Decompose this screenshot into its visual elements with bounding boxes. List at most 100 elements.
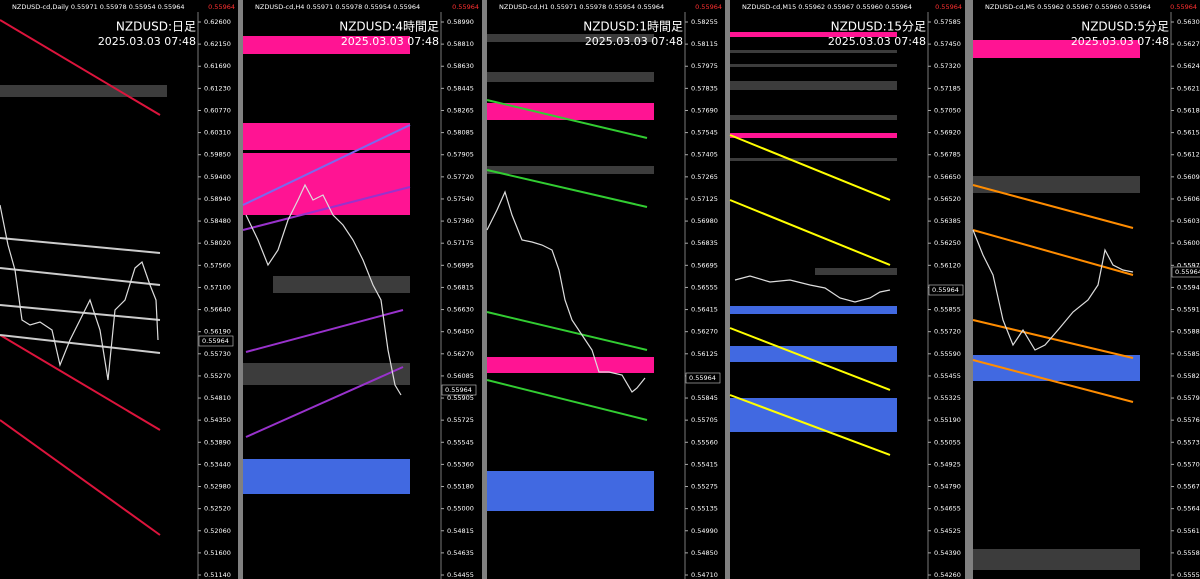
current-price: 0.55964 [445,386,472,394]
trend-line [0,304,161,321]
trend-line [486,99,648,139]
price-label: 0.55825 [1177,372,1200,380]
price-label: 0.55720 [934,328,961,336]
chart-header: NZDUSD-cd,M5 0.55962 0.55967 0.55960 0.5… [985,3,1151,11]
current-price-box [441,384,477,396]
price-label: 0.54525 [934,527,961,535]
price-label: 0.57450 [934,40,961,48]
price-line [245,183,402,396]
zone [243,363,410,385]
trend-line [972,319,1134,359]
trend-line [729,394,891,456]
price-label: 0.58630 [447,62,474,70]
zone [973,176,1140,193]
chart-datetime: 2025.03.03 07:48 [828,35,926,48]
zone [273,276,410,293]
price-label: 0.55545 [447,438,474,446]
zone [243,123,410,150]
zone [487,34,654,42]
price-label: 0.56125 [691,350,718,358]
trend-line [0,19,161,116]
price-label: 0.57585 [934,18,961,26]
zone [730,50,897,53]
zone [730,81,897,90]
price-label: 0.56650 [934,173,961,181]
price-label: 0.55915 [1177,306,1200,314]
price-label: 0.54350 [204,416,231,424]
current-price: 0.55964 [1175,268,1200,276]
chart-title: NZDUSD:15分足 [831,20,926,34]
price-label: 0.55585 [1177,549,1200,557]
price-label: 0.56695 [691,261,718,269]
price-label: 0.57540 [447,195,474,203]
chart-panel: NZDUSD-cd,Daily 0.55971 0.55978 0.55954 … [0,0,238,579]
chart-header: NZDUSD-cd,H1 0.55971 0.55978 0.55954 0.5… [499,3,664,11]
price-label: 0.56190 [204,328,231,336]
price-label: 0.56095 [1177,173,1200,181]
price-label: 0.56250 [934,239,961,247]
zone [730,115,897,120]
zone [487,103,654,120]
price-label: 0.62600 [204,18,231,26]
price-label: 0.58255 [691,18,718,26]
price-label: 0.55360 [447,460,474,468]
chart-panel: NZDUSD-cd,M5 0.55962 0.55967 0.55960 0.5… [972,0,1200,579]
zone [815,268,897,275]
price-label: 0.60310 [204,129,231,137]
price-label: 0.55945 [1177,283,1200,291]
price-label: 0.58480 [204,217,231,225]
price-label: 0.54815 [447,527,474,535]
chart-header: NZDUSD-cd,M15 0.55962 0.55967 0.55960 0.… [742,3,912,11]
chart-header: NZDUSD-cd,Daily 0.55971 0.55978 0.55954 … [12,3,185,11]
price-label: 0.55675 [1177,483,1200,491]
price-label: 0.55855 [1177,350,1200,358]
price-label: 0.58445 [447,84,474,92]
price-label: 0.57405 [691,151,718,159]
price-label: 0.56305 [1177,18,1200,26]
trend-line [245,309,404,353]
price-label: 0.56980 [691,217,718,225]
price-label: 0.57265 [691,173,718,181]
price-label: 0.58990 [447,18,474,26]
price-label: 0.60770 [204,106,231,114]
price-label: 0.55270 [204,372,231,380]
trend-line [0,267,161,286]
price-label: 0.55555 [1177,571,1200,579]
price-label: 0.55000 [447,505,474,513]
chart-title: NZDUSD:1時間足 [583,20,683,34]
zone [243,153,410,215]
price-label: 0.51600 [204,549,231,557]
header-bar [487,0,725,12]
trend-line [0,237,161,254]
price-label: 0.57175 [447,239,474,247]
zone [487,166,654,174]
chart-datetime: 2025.03.03 07:48 [585,35,683,48]
price-label: 0.54455 [447,571,474,579]
trend-line [0,419,161,536]
price-label: 0.56415 [691,306,718,314]
price-label: 0.55735 [1177,438,1200,446]
price-label: 0.58940 [204,195,231,203]
price-label: 0.52060 [204,527,231,535]
zone [973,40,1140,58]
chart-panel: NZDUSD-cd,H1 0.55971 0.55978 0.55954 0.5… [486,0,725,579]
price-label: 0.56005 [1177,239,1200,247]
current-price-box [198,335,234,347]
current-price: 0.55964 [932,286,959,294]
price-label: 0.56555 [691,283,718,291]
price-label: 0.58265 [447,106,474,114]
price-label: 0.58115 [691,40,718,48]
price-label: 0.55725 [447,416,474,424]
price-label: 0.57560 [204,261,231,269]
price-label: 0.55055 [934,438,961,446]
price-label: 0.55560 [691,438,718,446]
chart-background [730,0,965,579]
price-label: 0.58810 [447,40,474,48]
price-label: 0.57050 [934,106,961,114]
price-label: 0.53440 [204,460,231,468]
zone [0,85,167,97]
zone [730,64,897,67]
current-price: 0.55964 [689,374,716,382]
zone [243,36,410,54]
price-label: 0.55885 [1177,328,1200,336]
